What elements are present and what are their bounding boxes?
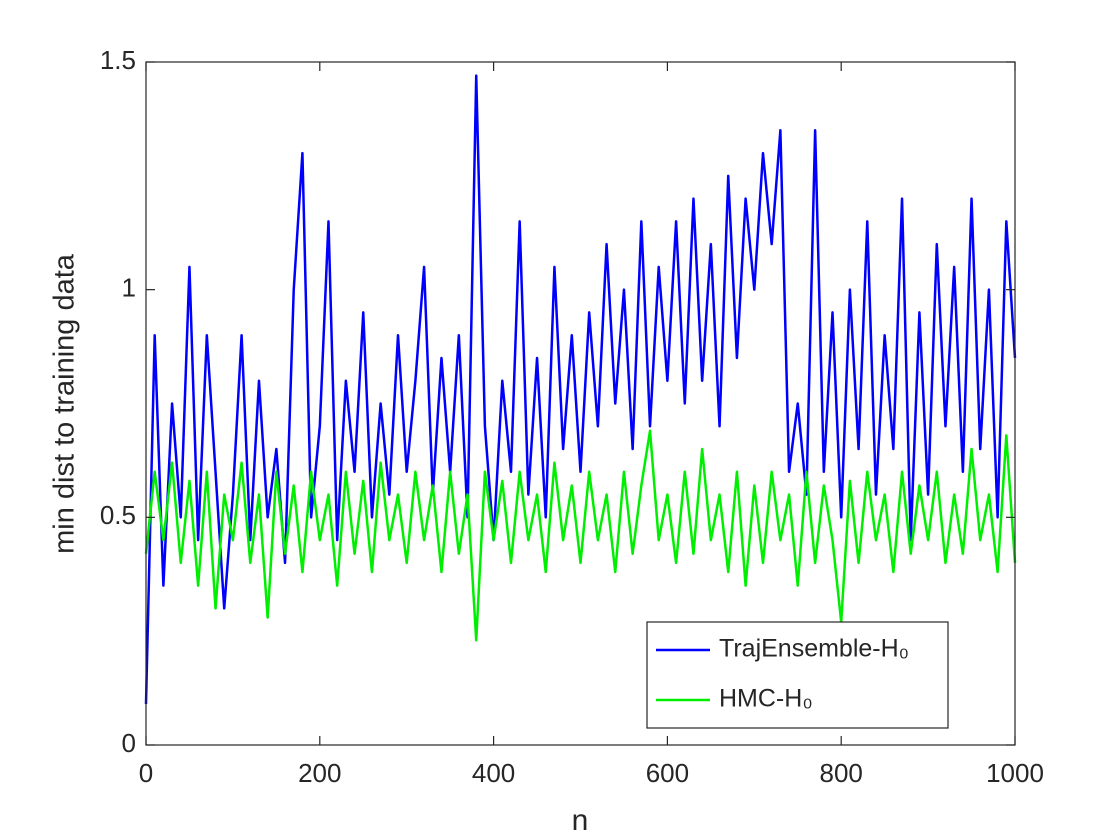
legend-label: HMC-H₀	[719, 685, 813, 713]
data-line	[144, 429, 1017, 642]
y-tick-label: 0.5	[100, 500, 136, 530]
x-tick-label: 400	[472, 758, 515, 788]
legend-label: TrajEnsemble-H₀	[719, 635, 909, 663]
x-tick-label: 1000	[986, 758, 1044, 788]
y-tick-label: 1.5	[100, 45, 136, 75]
legend-box	[646, 621, 949, 729]
y-axis-label: min dist to training data	[49, 253, 81, 554]
x-tick-label: 0	[139, 758, 153, 788]
x-axis-label: n	[572, 804, 589, 837]
data-line	[144, 74, 1017, 705]
y-tick-label: 1	[122, 273, 136, 303]
y-tick-label: 0	[122, 728, 136, 758]
x-tick-label: 200	[298, 758, 341, 788]
x-tick-label: 800	[820, 758, 863, 788]
plot-frame	[145, 61, 1016, 746]
x-tick-label: 600	[646, 758, 689, 788]
